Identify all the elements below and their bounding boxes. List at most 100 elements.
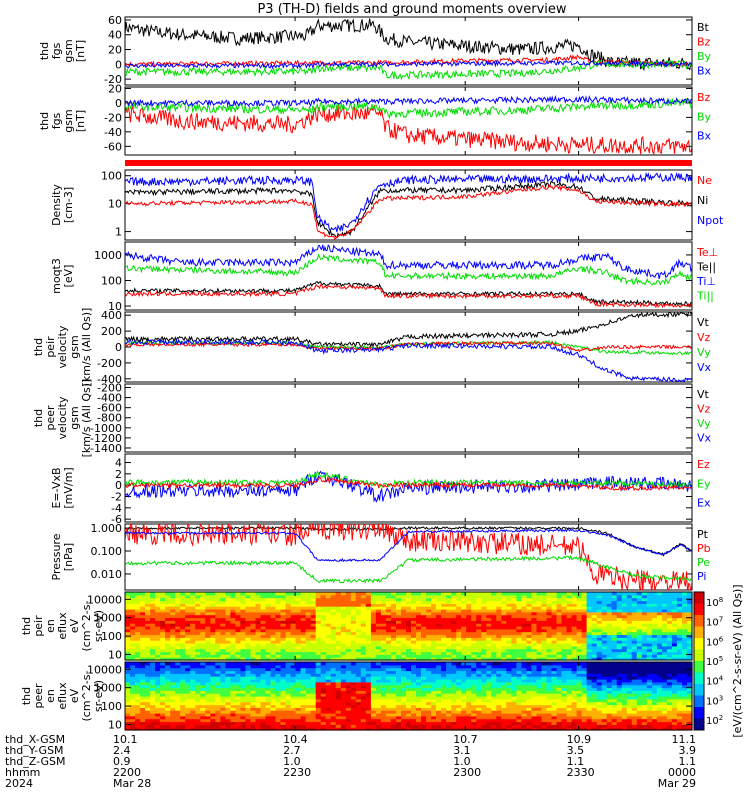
spectrogram-cell xyxy=(135,727,141,731)
spectrogram-cell xyxy=(611,648,618,653)
spectrogram-cell xyxy=(556,603,563,607)
spectrogram-cell xyxy=(601,611,608,616)
spectrogram-cell xyxy=(140,657,146,661)
spectrogram-cell xyxy=(546,640,553,644)
spectrogram-cell xyxy=(406,718,412,723)
spectrogram-cell xyxy=(315,698,322,703)
spectrogram-cell xyxy=(636,609,643,613)
spectrogram-cell xyxy=(245,693,251,697)
spectrogram-cell xyxy=(145,640,151,644)
spectrogram-cell xyxy=(345,620,352,624)
spectrogram-cell xyxy=(180,679,186,683)
spectrogram-cell xyxy=(481,643,487,647)
spectrogram-cell xyxy=(666,626,673,630)
spectrogram-cell xyxy=(506,640,512,644)
spectrogram-cell xyxy=(626,614,633,619)
spectrogram-cell xyxy=(546,620,553,624)
spectrogram-cell xyxy=(350,679,357,683)
spectrogram-cell xyxy=(551,654,558,658)
spectrogram-cell xyxy=(320,651,327,655)
spectrogram-cell xyxy=(396,698,402,703)
spectrogram-cell xyxy=(350,640,357,644)
spectrogram-cell xyxy=(125,592,131,596)
spectrogram-cell xyxy=(501,600,507,604)
spectrogram-cell xyxy=(270,600,277,604)
spectrogram-cell xyxy=(130,620,136,624)
spectrogram-cell xyxy=(310,662,317,666)
spectrogram-cell xyxy=(350,614,357,619)
spectrogram-cell xyxy=(411,707,417,711)
spectrogram-cell xyxy=(295,707,302,711)
spectrogram-cell xyxy=(516,634,522,638)
spectrogram-cell xyxy=(320,623,327,627)
spectrogram-cell xyxy=(230,628,236,633)
spectrogram-cell xyxy=(340,640,347,644)
spectrogram-cell xyxy=(180,631,186,636)
spectrogram-cell xyxy=(431,684,437,689)
spectrogram-cell xyxy=(476,698,482,703)
spectrogram-cell xyxy=(390,676,397,680)
spectrogram-cell xyxy=(195,681,201,686)
spectrogram-cell xyxy=(466,651,472,655)
spectrogram-cell xyxy=(220,651,226,655)
spectrogram-cell xyxy=(426,597,432,602)
spectrogram-cell xyxy=(235,603,241,607)
spectrogram-cell xyxy=(385,684,392,689)
spectrogram-cell xyxy=(416,727,422,731)
spectrogram-cell xyxy=(476,707,482,711)
spectrogram-cell xyxy=(641,620,648,624)
spectrogram-cell xyxy=(471,696,477,700)
spectrogram-cell xyxy=(441,648,447,653)
spectrogram-cell xyxy=(471,707,477,711)
spectrogram-cell xyxy=(375,603,382,607)
spectrogram-cell xyxy=(516,651,522,655)
spectrogram-cell xyxy=(185,662,191,666)
spectrogram-cell xyxy=(235,673,241,677)
spectrogram-cell xyxy=(315,664,322,669)
spectrogram-cell xyxy=(471,718,477,723)
spectrogram-cell xyxy=(160,614,166,619)
spectrogram-cell xyxy=(190,637,196,641)
spectrogram-cell xyxy=(546,623,553,627)
spectrogram-cell xyxy=(295,657,302,661)
spectrogram-cell xyxy=(165,626,171,630)
spectrogram-cell xyxy=(135,664,141,669)
spectrogram-cell xyxy=(416,592,422,596)
spectrogram-cell xyxy=(190,634,196,638)
spectrogram-cell xyxy=(240,597,246,602)
spectrogram-cell xyxy=(265,614,272,619)
spectrogram-cell xyxy=(436,645,442,650)
spectrogram-cell xyxy=(140,713,146,717)
spectrogram-cell xyxy=(205,626,211,630)
spectrogram-cell xyxy=(275,690,282,694)
spectrogram-cell xyxy=(411,597,417,602)
spectrogram-cell xyxy=(370,609,377,613)
spectrogram-cell xyxy=(320,707,327,711)
legend-Bt: Bt xyxy=(697,21,710,34)
spectrogram-cell xyxy=(471,667,477,672)
spectrogram-cell xyxy=(586,643,593,647)
spectrogram-cell xyxy=(320,634,327,638)
spectrogram-cell xyxy=(260,698,267,703)
spectrogram-cell xyxy=(195,710,201,714)
spectrogram-cell xyxy=(235,651,241,655)
spectrogram-cell xyxy=(255,654,262,658)
spectrogram-cell xyxy=(461,617,467,621)
spectrogram-cell xyxy=(275,592,282,596)
spectrogram-cell xyxy=(255,662,262,666)
spectrogram-cell xyxy=(676,617,683,621)
spectrogram-cell xyxy=(155,611,161,616)
spectrogram-cell xyxy=(516,721,522,725)
spectrogram-cell xyxy=(320,667,327,672)
spectrogram-cell xyxy=(380,631,387,636)
spectrogram-cell xyxy=(340,614,347,619)
spectrogram-cell xyxy=(360,679,367,683)
spectrogram-cell xyxy=(260,594,267,599)
spectrogram-cell xyxy=(275,617,282,621)
spectrogram-cell xyxy=(175,690,181,694)
spectrogram-cell xyxy=(426,687,432,691)
spectrogram-cell xyxy=(265,592,272,596)
spectrogram-cell xyxy=(641,603,648,607)
spectrogram-cell xyxy=(365,620,372,624)
spectrogram-cell xyxy=(360,667,367,672)
